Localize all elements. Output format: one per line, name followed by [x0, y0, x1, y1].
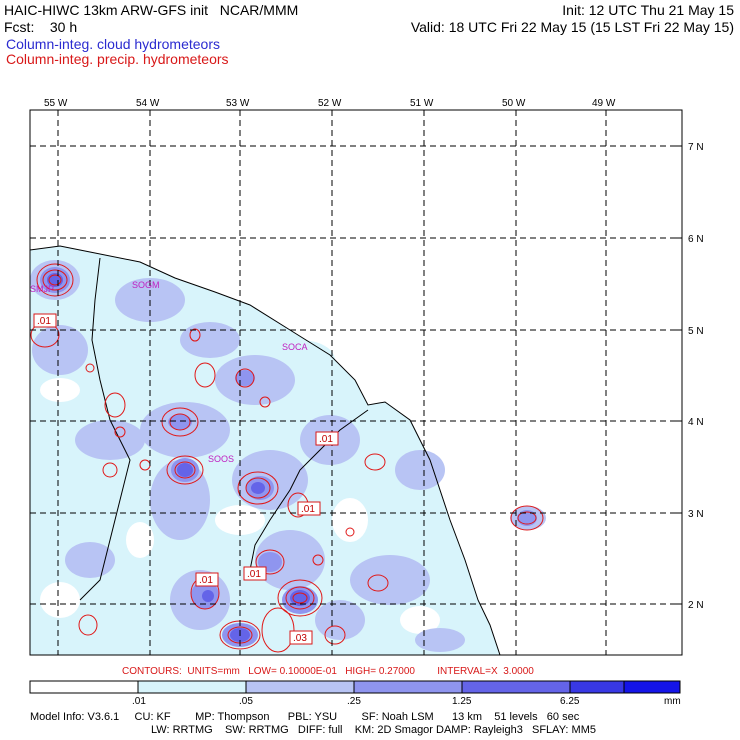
lon-label: 52 W: [318, 98, 342, 109]
contour-label: .01: [319, 434, 333, 445]
station-label: SOCA: [282, 342, 308, 352]
forecast-hour: Fcst: 30 h: [4, 19, 78, 35]
valid-time: Valid: 18 UTC Fri 22 May 15 (15 LST Fri …: [410, 19, 734, 35]
init-time: Init: 12 UTC Thu 21 May 15: [562, 2, 734, 18]
contour-label: .01: [247, 569, 261, 580]
lon-label: 55 W: [44, 98, 68, 109]
contour-label: .03: [293, 633, 307, 644]
lon-label: 54 W: [136, 98, 160, 109]
lon-label: 49 W: [592, 98, 616, 109]
hydrometeor-fill: [30, 246, 546, 655]
colorbar-label: .01: [132, 696, 146, 707]
lon-label: 53 W: [226, 98, 250, 109]
contours-info: CONTOURS: UNITS=mm LOW= 0.10000E-01 HIGH…: [122, 666, 534, 677]
title-line-1: HAIC-HIWC 13km ARW-GFS init NCAR/MMM: [4, 2, 299, 18]
lat-lon-grid: [30, 110, 682, 655]
station-label: SOGM: [132, 280, 160, 290]
field-precip-label: Column-integ. precip. hydrometeors: [6, 51, 229, 67]
lat-label: 5 N: [688, 326, 704, 337]
colorbar: [29, 680, 681, 694]
contour-label: .01: [199, 575, 213, 586]
contour-label: .01: [37, 316, 51, 327]
model-info-line-2: LW: RRTMG SW: RRTMG DIFF: full KM: 2D Sm…: [151, 724, 596, 736]
lat-label: 4 N: [688, 417, 704, 428]
colorbar-label: 1.25: [452, 696, 472, 707]
lat-label: 6 N: [688, 234, 704, 245]
map-frame: [29, 109, 683, 656]
lon-label: 50 W: [502, 98, 526, 109]
lat-label: 3 N: [688, 509, 704, 520]
axis-ticks: [57, 110, 682, 605]
station-label: SOOS: [208, 454, 234, 464]
colorbar-label: .05: [239, 696, 253, 707]
lon-label: 51 W: [410, 98, 434, 109]
field-cloud-label: Column-integ. cloud hydrometeors: [6, 36, 220, 52]
contour-label-boxes: [33, 313, 339, 645]
lat-label: 7 N: [688, 142, 704, 153]
lat-label: 2 N: [688, 600, 704, 611]
colorbar-label: .25: [347, 696, 361, 707]
colorbar-units: mm: [664, 696, 681, 707]
contour-label: .01: [301, 504, 315, 515]
colorbar-label: 6.25: [560, 696, 580, 707]
station-label: SMJP: [30, 284, 54, 294]
model-info-line-1: Model Info: V3.6.1 CU: KF MP: Thompson P…: [30, 711, 580, 723]
